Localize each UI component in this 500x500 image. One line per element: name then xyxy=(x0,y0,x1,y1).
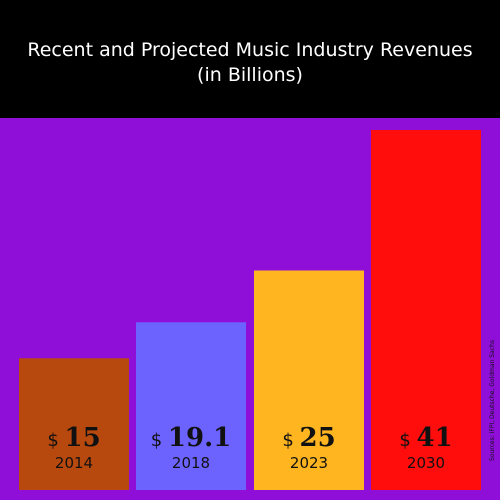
source-note: Sources: IFPI, Deutsche, Goldman Sachs xyxy=(489,340,496,462)
chart-header: Recent and Projected Music Industry Reve… xyxy=(0,0,500,118)
category-label-2030: 2030 xyxy=(407,454,445,472)
category-label-2014: 2014 xyxy=(55,454,93,472)
value-label-2023: $ 25 xyxy=(282,423,335,453)
category-label-2023: 2023 xyxy=(290,454,328,472)
value-label-2014: $ 15 xyxy=(47,423,100,453)
bar-2023 xyxy=(254,270,364,490)
value-label-2030: $ 41 xyxy=(399,423,452,453)
bar-2014 xyxy=(19,358,129,490)
bar-2030 xyxy=(371,130,481,490)
bar-2018 xyxy=(136,322,246,490)
chart-subtitle: (in Billions) xyxy=(197,64,303,86)
chart-title: Recent and Projected Music Industry Reve… xyxy=(27,39,473,61)
category-label-2018: 2018 xyxy=(172,454,210,472)
value-label-2018: $ 19.1 xyxy=(151,423,232,453)
